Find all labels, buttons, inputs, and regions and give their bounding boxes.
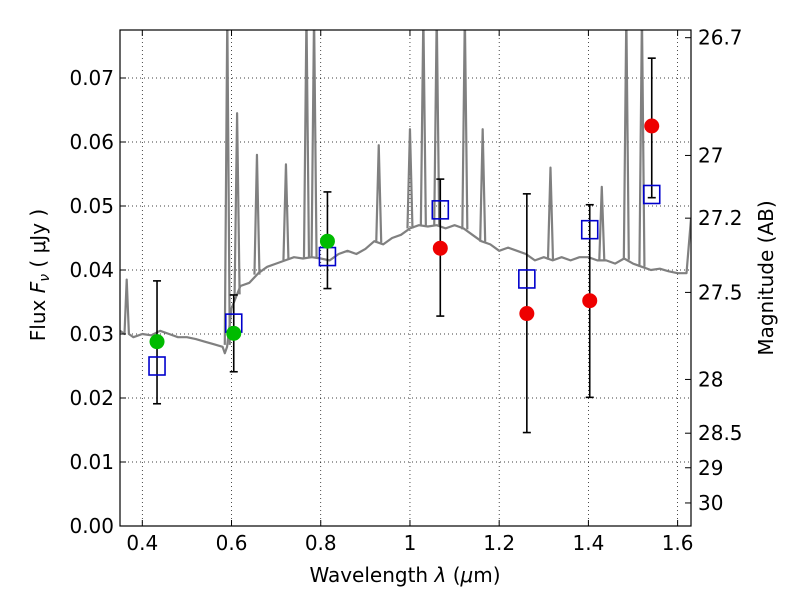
emission-lines: [223, 30, 646, 345]
y-axis-label: Flux Fν ( μJy ): [26, 209, 53, 341]
emission-line-15: [638, 30, 646, 267]
x-tick-label-3: 1: [404, 531, 417, 555]
y-tick-label-2: 0.02: [69, 386, 114, 410]
emission-line-8: [419, 30, 427, 226]
x-axis-label: Wavelength λ (μm): [309, 563, 500, 587]
x-tick-label-6: 1.6: [662, 531, 694, 555]
right-axis-ticks: 26.7 27 27.2 27.5 28 28.5 29 30: [685, 26, 743, 515]
right-tick-label-4: 28: [698, 367, 723, 391]
emission-line-5: [310, 30, 318, 258]
emission-line-14: [622, 30, 630, 260]
emission-line-7: [406, 128, 414, 229]
right-tick-label-7: 30: [698, 491, 723, 515]
y-tick-label-4: 0.04: [69, 258, 114, 282]
right-tick-label-6: 29: [698, 456, 723, 480]
red-point-3: [644, 118, 660, 134]
x-axis-ticks: 0.4 0.6 0.8 1 1.2 1.4 1.6: [126, 30, 694, 555]
plot-background: [120, 30, 691, 526]
y-tick-label-6: 0.06: [69, 130, 114, 154]
observed-points: [149, 118, 660, 350]
right-tick-label-5: 28.5: [698, 421, 743, 445]
emission-line-10: [461, 30, 469, 230]
plot-content: [120, 30, 691, 434]
emission-line-13: [598, 185, 606, 261]
y-axis-ticks: 0.00 0.01 0.02 0.03 0.04 0.05 0.06 0.07: [69, 66, 126, 538]
red-point-2: [582, 293, 598, 309]
right-tick-label-3: 27.5: [698, 280, 743, 304]
model-square-3: [431, 200, 450, 220]
x-tick-label-2: 0.8: [305, 531, 337, 555]
grid-lines: [120, 30, 691, 526]
x-tick-label-4: 1.2: [483, 531, 515, 555]
y-tick-label-0: 0.00: [69, 514, 114, 538]
y-tick-label-1: 0.01: [69, 450, 114, 474]
right-tick-label-0: 26.7: [698, 26, 743, 50]
model-square-4: [518, 269, 536, 289]
right-tick-label-1: 27: [698, 143, 723, 167]
green-point-0: [149, 334, 165, 350]
emission-line-9: [433, 30, 441, 226]
model-square-6: [642, 184, 661, 205]
emission-line-4: [302, 30, 311, 258]
red-point-0: [432, 240, 448, 256]
emission-line-2: [253, 153, 261, 275]
plot-frame: [119, 29, 692, 527]
right-axis-label: Magnitude (AB): [754, 200, 778, 355]
model-square-5: [580, 219, 599, 240]
x-tick-label-5: 1.4: [572, 531, 604, 555]
emission-line-12: [546, 166, 555, 260]
y-tick-label-7: 0.07: [69, 66, 114, 90]
y-tick-label-5: 0.05: [69, 194, 114, 218]
model-square-0: [148, 356, 166, 376]
emission-line-11: [479, 128, 487, 242]
green-point-1: [226, 325, 242, 341]
spectrum-line: [120, 218, 691, 355]
x-tick-label-1: 0.6: [216, 531, 248, 555]
emission-line-3: [282, 163, 290, 261]
x-tick-label-0: 0.4: [126, 531, 158, 555]
green-point-2: [319, 233, 335, 249]
emission-line-0: [223, 30, 231, 345]
red-point-1: [519, 306, 535, 322]
emission-line-6: [375, 144, 383, 243]
y-tick-label-3: 0.03: [69, 322, 114, 346]
right-tick-label-2: 27.2: [698, 206, 743, 230]
emission-line-1: [233, 112, 241, 295]
